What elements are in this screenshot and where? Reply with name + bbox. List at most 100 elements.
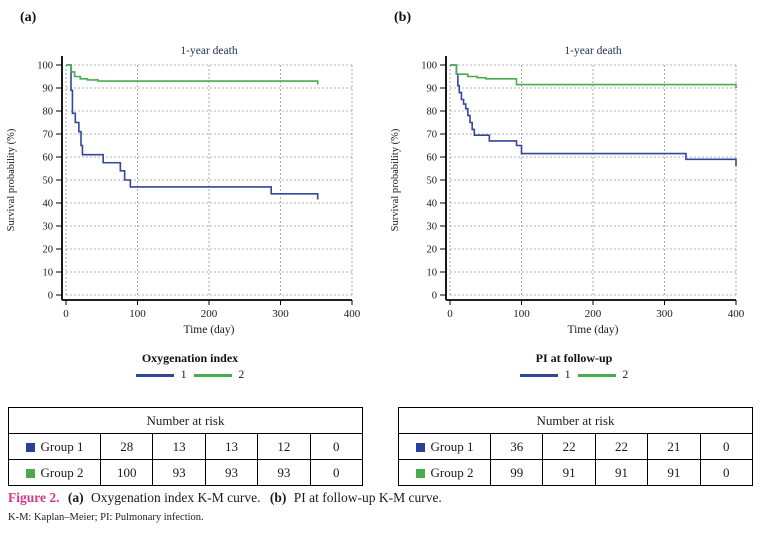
- caption-a-text: Oxygenation index K-M curve.: [91, 490, 261, 505]
- series-2-label: 2: [238, 369, 245, 381]
- risk-count: 22: [542, 433, 596, 460]
- risk-table-header-row: Number at risk: [398, 407, 753, 434]
- risk-table-b: Number at risk Group 1 36 22 22 21 0 Gro…: [398, 407, 754, 486]
- y-tick-label: 10: [43, 268, 54, 279]
- y-tick-label: 40: [427, 199, 438, 210]
- risk-table-a: Number at risk Group 1 28 13 13 12 0 Gro…: [8, 407, 364, 486]
- y-tick-label: 80: [427, 107, 438, 118]
- legend-b-title: PI at follow-up: [535, 351, 613, 365]
- series-1-line-swatch: [135, 373, 174, 377]
- figure-caption: Figure 2. (a) Oxygenation index K-M curv…: [8, 490, 448, 506]
- y-tick-label: 40: [43, 199, 54, 210]
- x-tick-label: 300: [272, 308, 289, 320]
- group-2-swatch: [415, 468, 425, 478]
- group-2-label: Group 2: [430, 464, 474, 480]
- panel-b-label: (b): [394, 10, 412, 25]
- group-1-swatch: [415, 442, 425, 452]
- y-tick-label: 0: [432, 291, 437, 302]
- risk-count: 93: [152, 459, 206, 486]
- series-1-label: 1: [564, 369, 571, 381]
- series-2-line: [450, 64, 737, 88]
- km-chart-a: 0 10 20 30 40 50 60 70 80 90 100 0 100 200 300 400 1-yea…: [6, 45, 361, 336]
- chart-title: 1-year death: [180, 45, 237, 57]
- risk-count: 0: [309, 433, 364, 460]
- risk-count: 22: [594, 433, 649, 460]
- legend-b: PI at follow-up 1 2: [384, 351, 763, 381]
- y-tick-label: 100: [37, 61, 53, 72]
- figure-number: Figure 2.: [8, 490, 60, 505]
- caption-footnote: K-M: Kaplan–Meier; PI: Pulmonary infecti…: [8, 512, 204, 523]
- series-1-label: 1: [180, 369, 187, 381]
- y-tick-label: 50: [43, 176, 54, 187]
- risk-count: 91: [594, 459, 649, 486]
- x-tick-label: 100: [129, 308, 146, 320]
- x-tick-label: 0: [447, 308, 453, 320]
- risk-count: 91: [542, 459, 596, 486]
- x-tick-label: 400: [728, 308, 745, 320]
- legend-a-entries: 1 2: [0, 369, 380, 381]
- risk-count: 91: [647, 459, 701, 486]
- x-axis-label: Time (day): [183, 324, 234, 336]
- x-tick-label: 100: [513, 308, 530, 320]
- risk-count: 0: [309, 459, 364, 486]
- risk-table-title: Number at risk: [398, 407, 753, 434]
- y-tick-label: 60: [43, 153, 54, 164]
- group-1-swatch: [25, 442, 35, 452]
- y-tick-label: 10: [427, 268, 438, 279]
- caption-b-label: (b): [269, 490, 287, 505]
- y-tick-label: 30: [427, 222, 438, 233]
- x-tick-label: 400: [344, 308, 361, 320]
- group-1-label: Group 1: [40, 438, 84, 454]
- risk-count: 36: [489, 433, 544, 460]
- y-tick-label: 20: [43, 245, 54, 256]
- y-tick-label: 20: [427, 245, 438, 256]
- risk-count: 93: [204, 459, 259, 486]
- y-tick-label: 80: [43, 107, 54, 118]
- table-row: Group 1 28 13 13 12 0: [8, 433, 364, 460]
- series-1-line: [450, 64, 737, 167]
- risk-count: 100: [99, 459, 154, 486]
- y-tick-label: 70: [43, 130, 54, 141]
- risk-table-title: Number at risk: [8, 407, 363, 434]
- y-tick-label: 30: [43, 222, 54, 233]
- caption-b-text: PI at follow-up K-M curve.: [293, 490, 442, 505]
- series-2-line-swatch: [193, 373, 232, 377]
- risk-count: 28: [99, 433, 154, 460]
- y-tick-label: 60: [427, 153, 438, 164]
- chart-title: 1-year death: [564, 45, 621, 57]
- risk-count: 21: [647, 433, 701, 460]
- y-tick-label: 90: [427, 84, 438, 95]
- legend-b-entries: 1 2: [384, 369, 763, 381]
- series-1-line-swatch: [519, 373, 558, 377]
- table-row: Group 2 100 93 93 93 0: [8, 459, 364, 486]
- y-tick-label: 0: [48, 291, 53, 302]
- series-1-line: [66, 64, 319, 200]
- y-tick-label: 50: [427, 176, 438, 187]
- y-axis-label: Survival probability (%): [390, 128, 401, 231]
- legend-a-title: Oxygenation index: [141, 351, 239, 365]
- km-chart-b: 0 10 20 30 40 50 60 70 80 90 100 0 100 200 300 400 1-yea…: [390, 45, 745, 336]
- x-tick-label: 0: [63, 308, 69, 320]
- x-tick-label: 200: [585, 308, 602, 320]
- x-axis-label: Time (day): [567, 324, 618, 336]
- group-1-label: Group 1: [430, 438, 474, 454]
- y-axis-label: Survival probability (%): [6, 128, 17, 231]
- risk-count: 0: [699, 459, 754, 486]
- x-tick-label: 200: [201, 308, 218, 320]
- risk-count: 13: [204, 433, 259, 460]
- caption-a-label: (a): [67, 490, 84, 505]
- risk-count: 12: [257, 433, 311, 460]
- y-tick-label: 70: [427, 130, 438, 141]
- risk-count: 13: [152, 433, 206, 460]
- series-2-line-swatch: [577, 373, 616, 377]
- table-row: Group 2 99 91 91 91 0: [398, 459, 754, 486]
- y-tick-label: 90: [43, 84, 54, 95]
- risk-count: 93: [257, 459, 311, 486]
- panel-a-label: (a): [20, 10, 37, 25]
- y-tick-label: 100: [421, 61, 437, 72]
- series-2-line: [66, 64, 319, 85]
- x-tick-label: 300: [656, 308, 673, 320]
- group-2-swatch: [25, 468, 35, 478]
- table-row: Group 1 36 22 22 21 0: [398, 433, 754, 460]
